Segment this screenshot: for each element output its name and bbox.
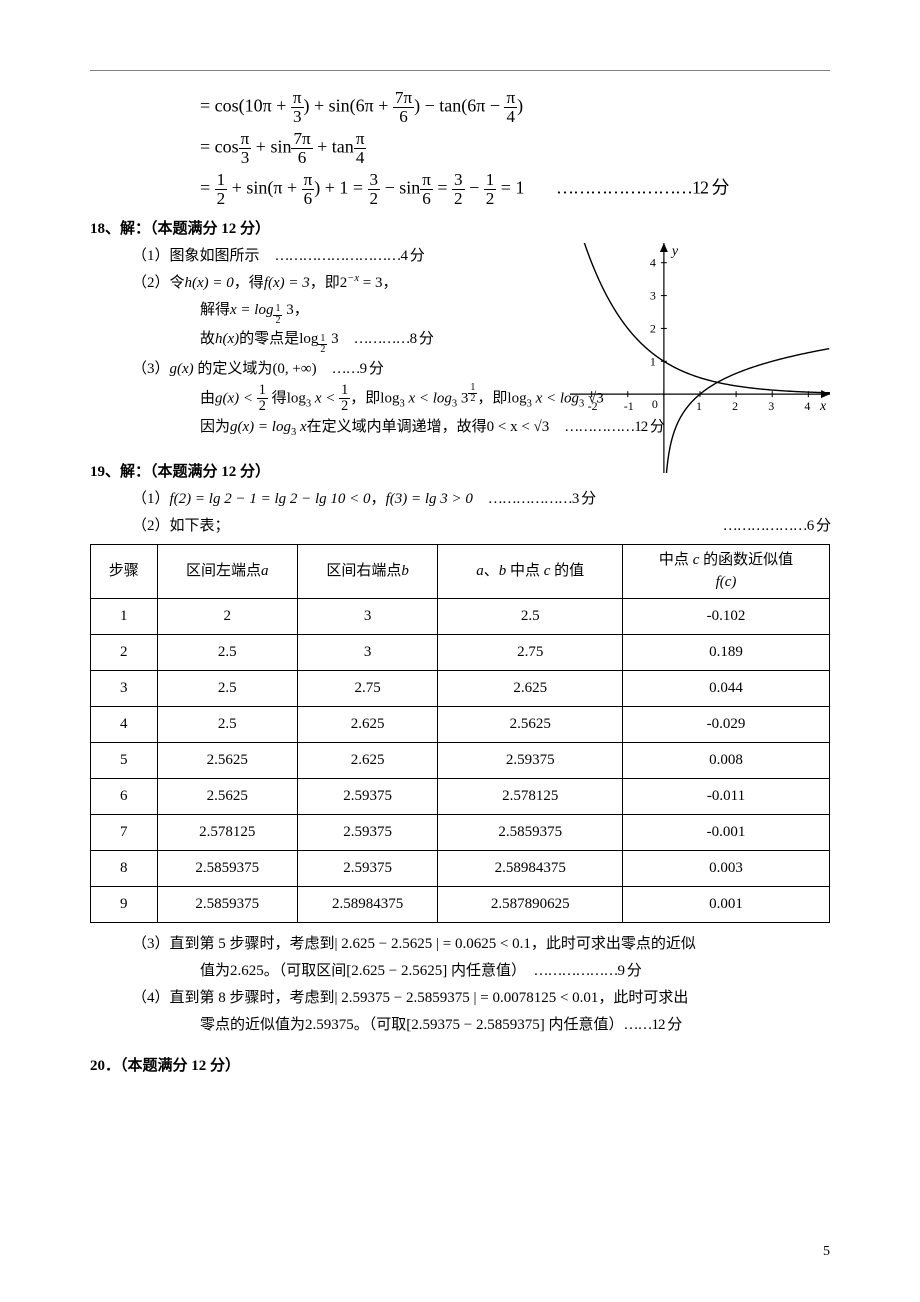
q19-p4-line2: 零点的近似值为2.59375。（可取[2.59375 − 2.5859375] … bbox=[90, 1012, 830, 1039]
table-row: 1232.5-0.102 bbox=[91, 598, 830, 634]
table-cell: 1 bbox=[91, 598, 158, 634]
col-b: 区间右端点b bbox=[297, 544, 437, 598]
table-cell: 2.5 bbox=[157, 706, 297, 742]
table-cell: 4 bbox=[91, 706, 158, 742]
table-row: 82.58593752.593752.589843750.003 bbox=[91, 850, 830, 886]
q19-p4-line1: （4）直到第 8 步骤时，考虑到| 2.59375 − 2.5859375 | … bbox=[90, 985, 830, 1012]
q19-p3-line2: 值为2.625。（可取区间[2.625 − 2.5625] 内任意值） …………… bbox=[90, 958, 830, 985]
table-cell: 2 bbox=[91, 634, 158, 670]
q18-heading: 18、解：（本题满分 12 分） bbox=[90, 216, 830, 243]
svg-text:4: 4 bbox=[650, 255, 656, 269]
score-12: ……………………12 分 bbox=[556, 177, 729, 197]
table-cell: 2 bbox=[157, 598, 297, 634]
page-number: 5 bbox=[823, 1239, 830, 1264]
q17-equations: = cos(10π + π3) + sin(6π + 7π6) − tan(6π… bbox=[90, 89, 830, 208]
table-cell: 0.008 bbox=[623, 742, 830, 778]
table-cell: 2.59375 bbox=[297, 814, 437, 850]
bisection-table: 步骤 区间左端点a 区间右端点b a、b 中点 c 的值 中点 c 的函数近似值… bbox=[90, 544, 830, 923]
table-cell: 2.625 bbox=[438, 670, 623, 706]
table-cell: 2.5625 bbox=[438, 706, 623, 742]
table-cell: 2.59375 bbox=[297, 778, 437, 814]
table-cell: 7 bbox=[91, 814, 158, 850]
svg-text:x: x bbox=[819, 399, 827, 414]
table-row: 62.56252.593752.578125-0.011 bbox=[91, 778, 830, 814]
col-step: 步骤 bbox=[91, 544, 158, 598]
table-cell: 2.58984375 bbox=[297, 886, 437, 922]
table-cell: 3 bbox=[91, 670, 158, 706]
table-cell: 2.625 bbox=[297, 706, 437, 742]
table-header-row: 步骤 区间左端点a 区间右端点b a、b 中点 c 的值 中点 c 的函数近似值… bbox=[91, 544, 830, 598]
table-cell: 2.5625 bbox=[157, 742, 297, 778]
svg-text:2: 2 bbox=[732, 399, 738, 413]
table-cell: 6 bbox=[91, 778, 158, 814]
table-cell: 2.5859375 bbox=[157, 850, 297, 886]
q19-p1: （1）f(2) = lg 2 − 1 = lg 2 − lg 10 < 0，f(… bbox=[90, 486, 830, 513]
svg-text:-1: -1 bbox=[624, 399, 634, 413]
table-cell: 2.75 bbox=[297, 670, 437, 706]
table-cell: 2.58984375 bbox=[438, 850, 623, 886]
q18-body: xy-2-1012341234 （1）图象如图所示 ………………………4 分 （… bbox=[90, 243, 830, 383]
table-cell: 2.5625 bbox=[157, 778, 297, 814]
table-row: 42.52.6252.5625-0.029 bbox=[91, 706, 830, 742]
table-cell: 8 bbox=[91, 850, 158, 886]
table-row: 72.5781252.593752.5859375-0.001 bbox=[91, 814, 830, 850]
table-cell: 3 bbox=[297, 634, 437, 670]
table-row: 52.56252.6252.593750.008 bbox=[91, 742, 830, 778]
eq17-line3: = 12 + sin(π + π6) + 1 = 32 − sinπ6 = 32… bbox=[200, 171, 830, 208]
table-cell: 2.625 bbox=[297, 742, 437, 778]
svg-text:-2: -2 bbox=[588, 399, 598, 413]
table-cell: 0.044 bbox=[623, 670, 830, 706]
table-cell: -0.001 bbox=[623, 814, 830, 850]
table-cell: -0.102 bbox=[623, 598, 830, 634]
table-cell: 9 bbox=[91, 886, 158, 922]
q19-p2: （2）如下表；………………6 分 bbox=[90, 513, 830, 540]
table-cell: 2.75 bbox=[438, 634, 623, 670]
table-cell: 2.587890625 bbox=[438, 886, 623, 922]
top-rule bbox=[90, 70, 830, 71]
table-cell: 2.5 bbox=[438, 598, 623, 634]
eq17-line2: = cosπ3 + sin7π6 + tanπ4 bbox=[200, 130, 830, 167]
svg-text:2: 2 bbox=[650, 321, 656, 335]
table-cell: 2.5859375 bbox=[157, 886, 297, 922]
table-cell: 2.578125 bbox=[157, 814, 297, 850]
svg-text:y: y bbox=[670, 244, 679, 259]
eq17-line1: = cos(10π + π3) + sin(6π + 7π6) − tan(6π… bbox=[200, 89, 830, 126]
table-cell: 0.003 bbox=[623, 850, 830, 886]
table-cell: -0.029 bbox=[623, 706, 830, 742]
col-c: a、b 中点 c 的值 bbox=[438, 544, 623, 598]
table-cell: 2.5 bbox=[157, 634, 297, 670]
table-cell: 2.5 bbox=[157, 670, 297, 706]
table-row: 92.58593752.589843752.5878906250.001 bbox=[91, 886, 830, 922]
table-cell: 2.59375 bbox=[297, 850, 437, 886]
col-a: 区间左端点a bbox=[157, 544, 297, 598]
table-cell: 0.001 bbox=[623, 886, 830, 922]
svg-text:3: 3 bbox=[650, 288, 656, 302]
svg-text:1: 1 bbox=[650, 354, 656, 368]
q20-heading: 20．（本题满分 12 分） bbox=[90, 1053, 830, 1080]
table-cell: 0.189 bbox=[623, 634, 830, 670]
table-cell: 2.59375 bbox=[438, 742, 623, 778]
function-graph: x y -2 -1 0 1 2 3 4 1 2 3 4 bbox=[570, 243, 830, 473]
svg-text:4: 4 bbox=[804, 399, 810, 413]
svg-text:3: 3 bbox=[768, 399, 774, 413]
table-cell: 2.578125 bbox=[438, 778, 623, 814]
table-cell: 2.5859375 bbox=[438, 814, 623, 850]
q19-p3-line1: （3）直到第 5 步骤时，考虑到| 2.625 − 2.5625 | = 0.0… bbox=[90, 931, 830, 958]
svg-text:1: 1 bbox=[696, 399, 702, 413]
table-cell: 3 bbox=[297, 598, 437, 634]
svg-text:0: 0 bbox=[652, 397, 658, 411]
col-fc: 中点 c 的函数近似值f(c) bbox=[623, 544, 830, 598]
table-cell: 5 bbox=[91, 742, 158, 778]
table-row: 22.532.750.189 bbox=[91, 634, 830, 670]
page: = cos(10π + π3) + sin(6π + 7π6) − tan(6π… bbox=[0, 0, 920, 1302]
table-row: 32.52.752.6250.044 bbox=[91, 670, 830, 706]
table-cell: -0.011 bbox=[623, 778, 830, 814]
